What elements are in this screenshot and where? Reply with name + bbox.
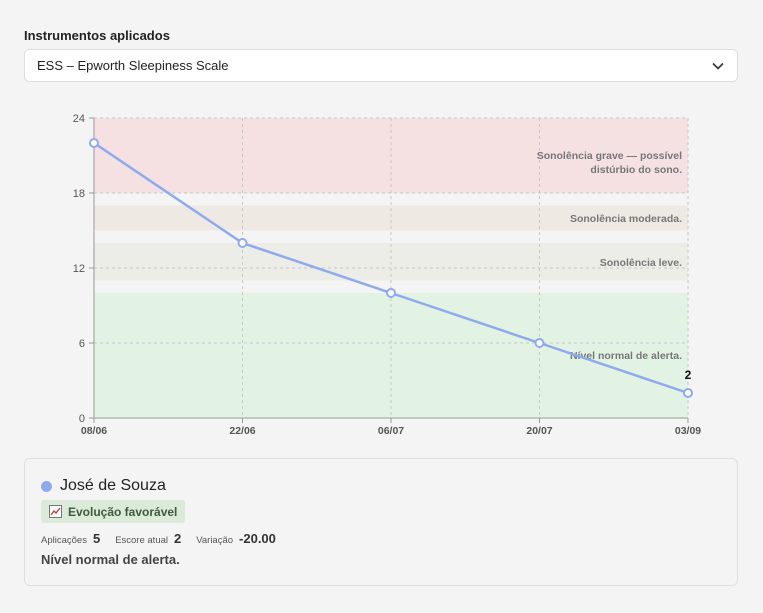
current-score-label: Escore atual	[115, 535, 168, 546]
instrument-select[interactable]: ESS – Epworth Sleepiness Scale	[24, 49, 738, 82]
applications-label: Aplicações	[41, 535, 87, 546]
severity-band	[94, 293, 688, 418]
last-point-label: 2	[685, 368, 692, 382]
variation-value: -20.00	[239, 531, 276, 546]
evolution-badge: Evolução favorável	[41, 500, 186, 523]
band-label: Sonolência moderada.	[570, 213, 682, 225]
instrument-select-value: ESS – Epworth Sleepiness Scale	[37, 58, 229, 73]
x-tick-label: 06/07	[378, 425, 404, 437]
x-tick-label: 03/09	[675, 425, 701, 437]
trend-chart-icon	[49, 505, 62, 518]
x-tick-label: 20/07	[526, 425, 552, 437]
patient-status: Nível normal de alerta.	[41, 552, 180, 567]
current-score-value: 2	[174, 531, 182, 546]
band-label: Sonolência leve.	[600, 257, 682, 269]
data-point	[89, 138, 99, 148]
patient-stats: Aplicações 5 Escore atual 2 Variação -20…	[41, 531, 291, 546]
x-tick-label: 08/06	[81, 425, 107, 437]
y-tick-label: 24	[73, 113, 85, 125]
data-point	[683, 388, 693, 398]
series-color-dot	[41, 480, 52, 492]
band-label: Nível normal de alerta.	[570, 350, 682, 362]
evolution-badge-label: Evolução favorável	[68, 504, 178, 519]
y-tick-label: 0	[79, 413, 85, 425]
band-labels: Sonolência grave — possível distúrbio do …	[537, 150, 682, 362]
y-tick-label: 18	[73, 188, 85, 200]
band-label: Sonolência grave — possível distúrbio do …	[537, 150, 682, 176]
ess-score-chart: 0 6 12 18 24 08/06 22/06 06/07 20/07 03/09 Sonolê…	[73, 113, 702, 437]
instruments-label: Instrumentos aplicados	[24, 28, 170, 43]
series-line: 2	[89, 138, 693, 398]
patient-card: José de Souza Evolução favorável Aplicaç…	[24, 458, 738, 586]
patient-name: José de Souza	[60, 477, 166, 494]
applications-value: 5	[92, 531, 101, 546]
data-point	[237, 238, 248, 248]
chevron-down-icon	[711, 59, 725, 73]
chart-axes: 0 6 12 18 24 08/06 22/06 06/07 20/07 03/09	[73, 113, 702, 437]
x-tick-label: 22/06	[229, 425, 255, 437]
data-point	[534, 338, 545, 348]
y-tick-label: 12	[73, 263, 85, 275]
y-tick-label: 6	[79, 338, 85, 350]
variation-label: Variação	[196, 535, 234, 546]
data-point	[386, 288, 396, 298]
